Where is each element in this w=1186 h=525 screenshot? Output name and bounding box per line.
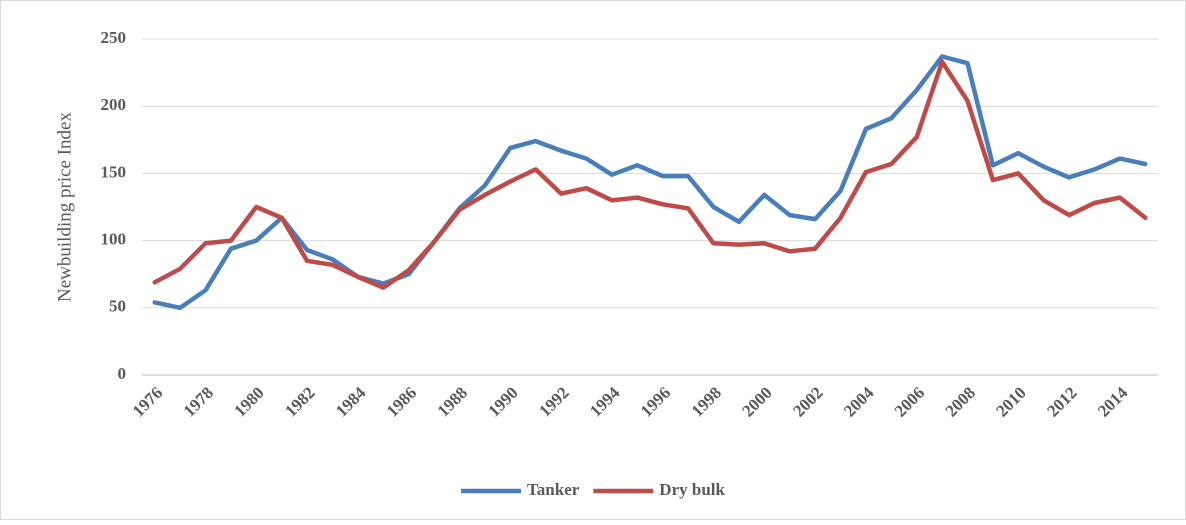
- legend-item: Tanker: [461, 480, 580, 499]
- y-tick-label: 150: [101, 162, 127, 181]
- legend-item: Dry bulk: [593, 480, 726, 499]
- legend-label: Dry bulk: [659, 480, 725, 499]
- data-line: [152, 54, 1148, 311]
- y-tick-label: 50: [109, 297, 126, 316]
- y-tick-label: 250: [101, 28, 127, 47]
- y-axis-title: Newbuilding price Index: [54, 112, 75, 302]
- y-tick-label: 0: [118, 364, 127, 383]
- data-line: [152, 59, 1148, 290]
- y-tick-label: 200: [101, 95, 127, 114]
- y-tick-label: 100: [101, 230, 127, 249]
- legend-label: Tanker: [527, 480, 580, 499]
